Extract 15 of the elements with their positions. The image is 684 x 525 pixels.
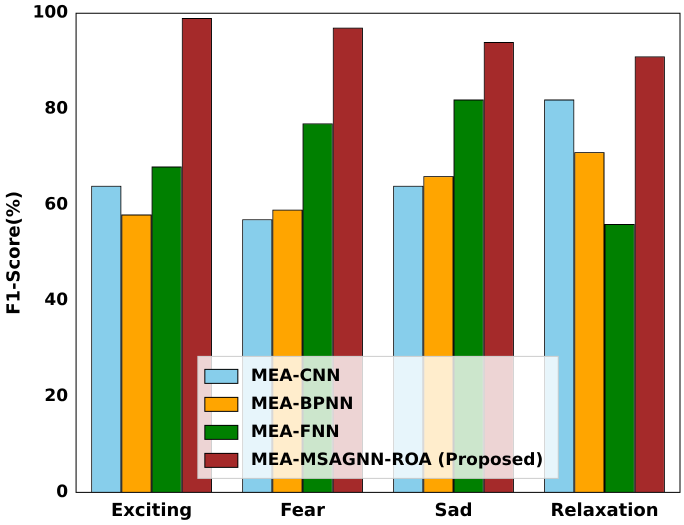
y-tick-label: 0	[56, 482, 68, 502]
y-axis-title: F1-Score(%)	[3, 190, 24, 315]
x-tick-label: Relaxation	[550, 500, 659, 521]
y-tick-label: 100	[32, 2, 68, 23]
y-tick-label: 80	[44, 98, 68, 118]
y-tick-label: 40	[44, 290, 68, 310]
x-tick-label: Fear	[280, 500, 326, 521]
x-tick-label: Exciting	[110, 500, 192, 521]
x-tick-label: Sad	[434, 500, 473, 521]
legend-label: MEA-BPNN	[250, 394, 354, 414]
legend-label: MEA-FNN	[250, 422, 340, 442]
y-tick-label: 20	[44, 386, 68, 406]
y-tick-label: 60	[44, 194, 68, 214]
legend-label: MEA-MSAGNN-ROA (Proposed)	[250, 450, 544, 470]
legend-label: MEA-CNN	[250, 366, 341, 386]
